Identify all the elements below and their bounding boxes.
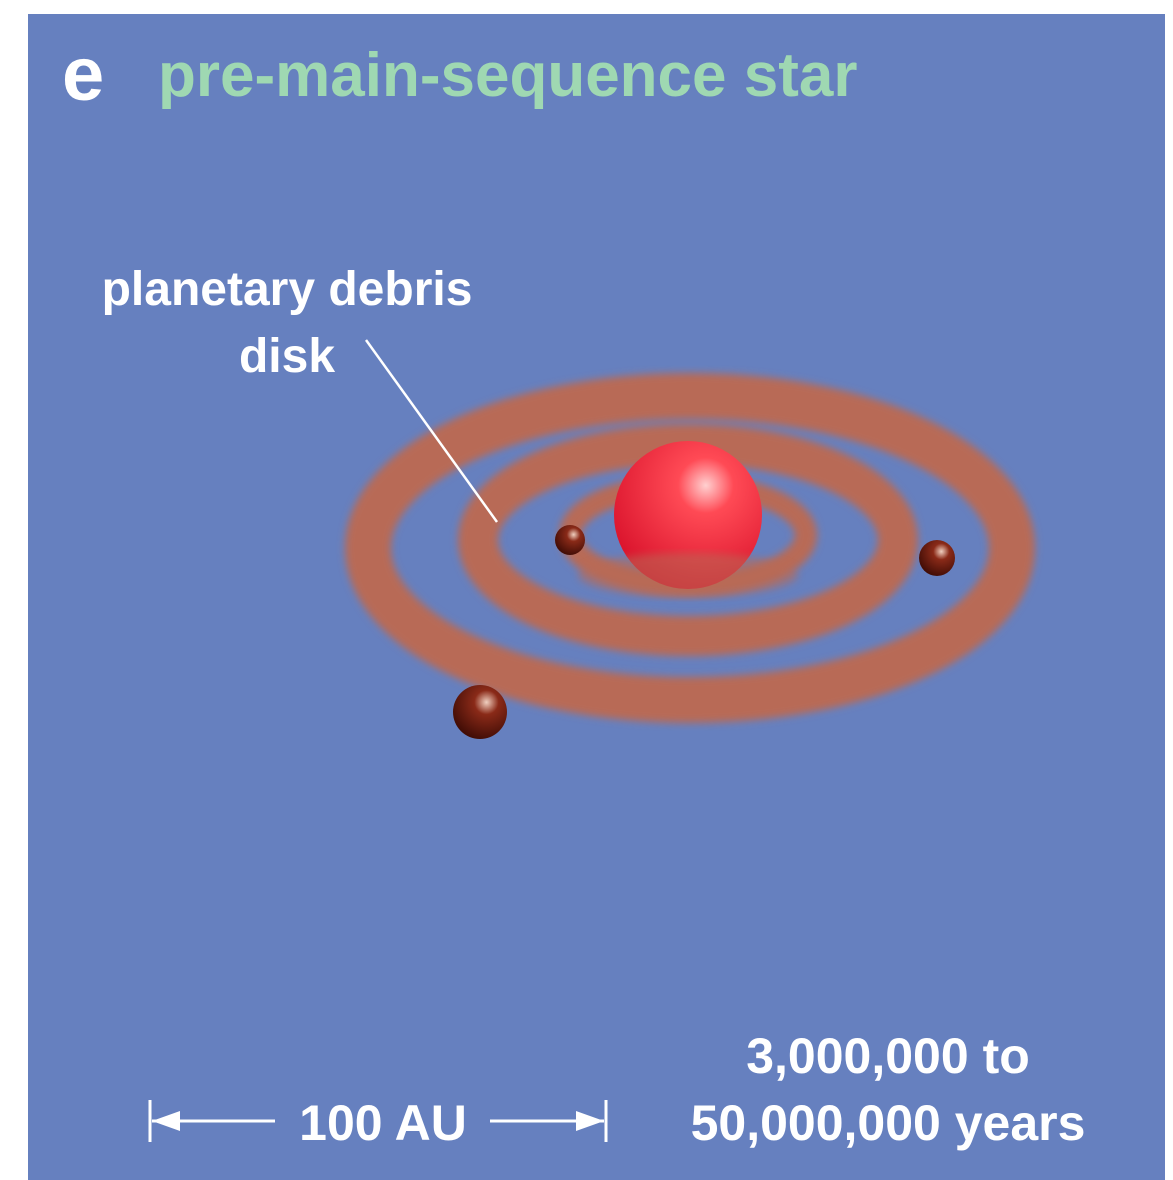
age-line: 50,000,000 years [691, 1095, 1086, 1151]
scale-bar [148, 1100, 608, 1142]
star [614, 441, 762, 589]
label-line: planetary debris [102, 263, 473, 316]
label-line: disk [239, 330, 335, 383]
ring-front [578, 553, 798, 597]
planet [555, 525, 585, 555]
panel-letter: e [62, 32, 104, 117]
leader-line [364, 339, 499, 523]
scale-label: 100 AU [299, 1095, 467, 1151]
arrow-head [152, 1111, 180, 1131]
age-line: 3,000,000 to [746, 1028, 1030, 1084]
planet [919, 540, 955, 576]
arrow-head [576, 1111, 604, 1131]
planet [453, 685, 507, 739]
outer-ring [345, 373, 1035, 723]
panel-title: pre-main-sequence star [158, 41, 857, 110]
